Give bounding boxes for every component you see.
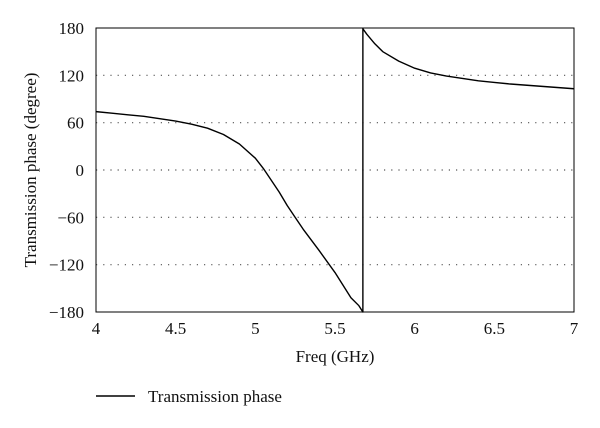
plot-frame — [95, 27, 575, 313]
x-tick-label: 4.5 — [165, 319, 186, 338]
x-tick-label: 5 — [251, 319, 260, 338]
y-tick-label: 180 — [59, 19, 85, 38]
legend: Transmission phase — [96, 387, 282, 406]
y-tick-label: 0 — [76, 161, 85, 180]
x-tick-label: 6.5 — [484, 319, 505, 338]
y-tick-label: −120 — [49, 256, 84, 275]
series-line-transmission-phase — [95, 28, 575, 313]
x-axis-label: Freq (GHz) — [296, 347, 375, 366]
x-tick-label: 6 — [410, 319, 419, 338]
y-tick-label: 60 — [67, 114, 84, 133]
y-tick-label: −180 — [49, 303, 84, 322]
series-layer — [95, 28, 575, 313]
grid-layer — [96, 74, 574, 266]
x-tick-label: 4 — [92, 319, 101, 338]
tick-layer: −180 −120 −60 0 60 120 180 4 4.5 5 5.5 6 6.5 7 — [49, 19, 579, 338]
x-tick-label: 5.5 — [324, 319, 345, 338]
y-axis-label: Transmission phase (degree) — [21, 73, 40, 268]
x-tick-label: 7 — [570, 319, 579, 338]
y-tick-label: −60 — [57, 208, 84, 227]
y-tick-label: 120 — [59, 66, 85, 85]
legend-label: Transmission phase — [148, 387, 282, 406]
